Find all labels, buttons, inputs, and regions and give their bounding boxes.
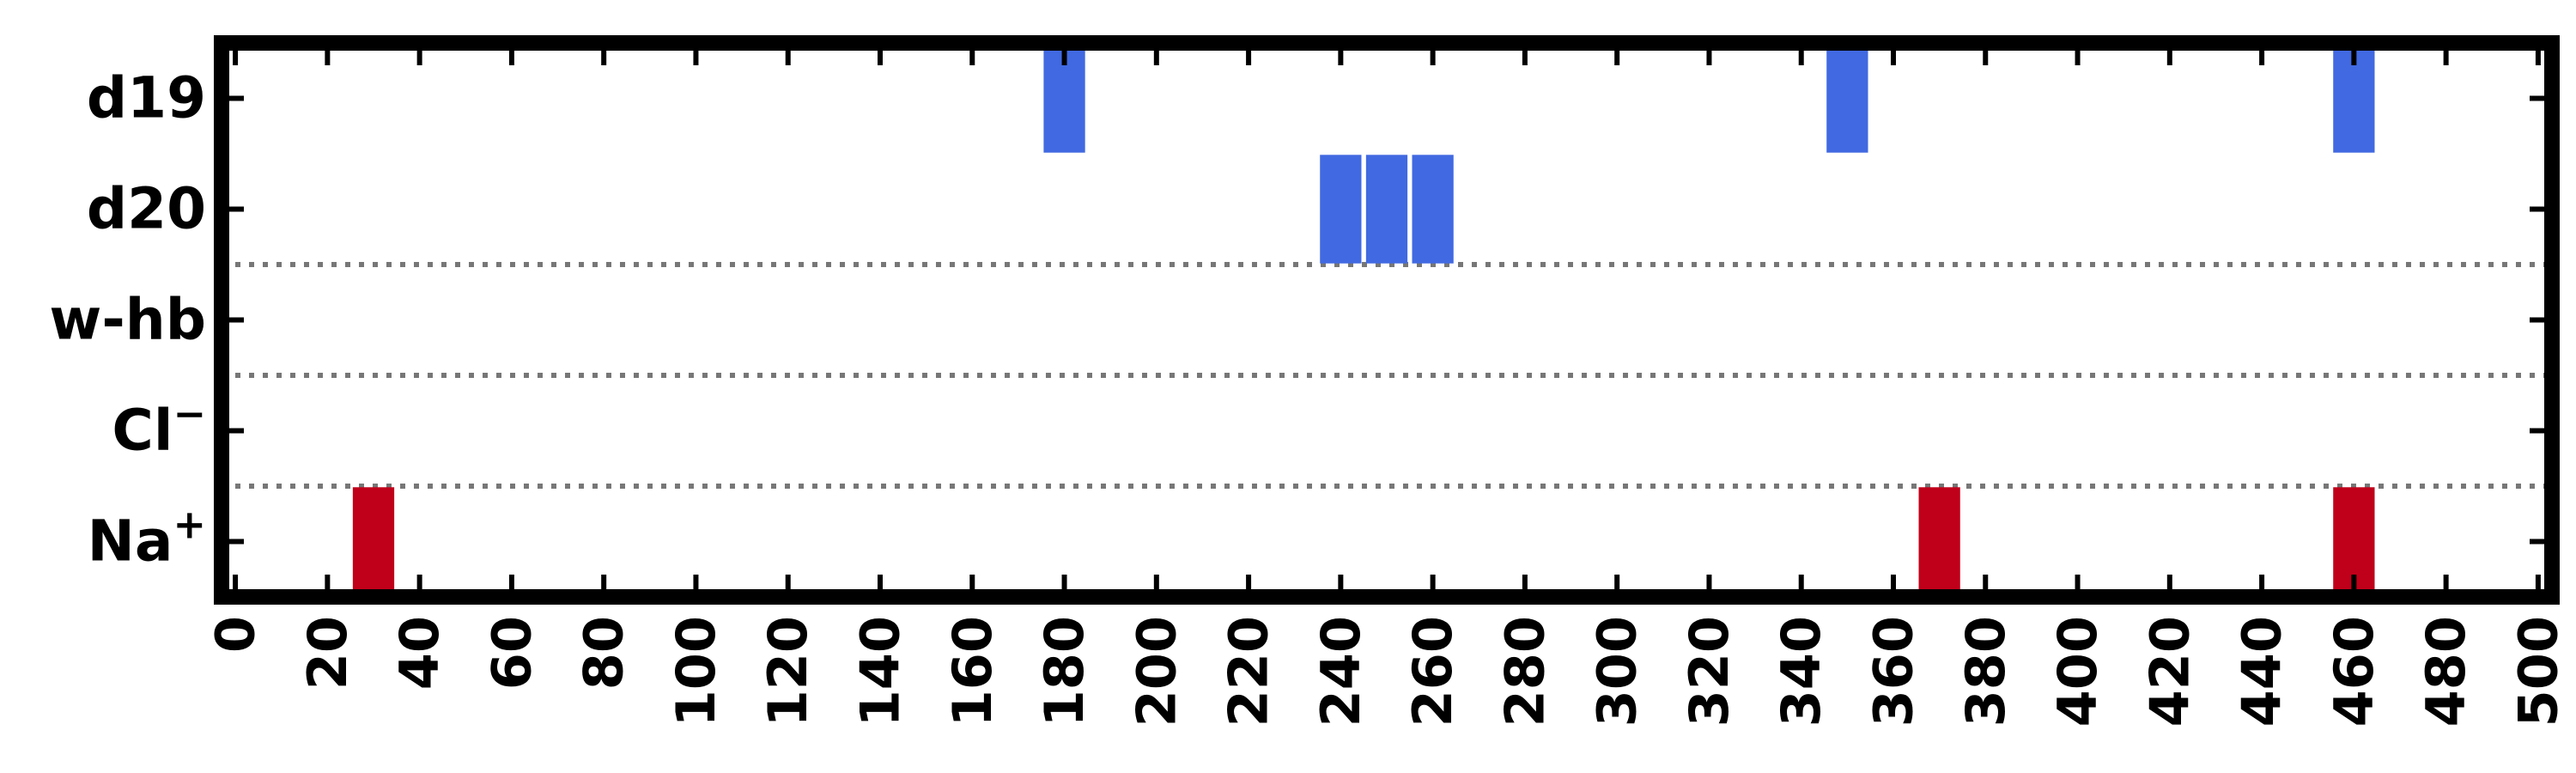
x-tick-label: 100 (665, 616, 727, 727)
y-tick-label: d20 (87, 176, 206, 242)
x-tick-label: 440 (2231, 616, 2293, 727)
event-bars (352, 44, 2375, 596)
x-tick-label: 220 (1218, 616, 1280, 727)
event-bar (1412, 155, 1454, 264)
x-tick-label: 280 (1493, 616, 1556, 727)
x-tick-label: 200 (1125, 616, 1188, 727)
x-tick-label: 80 (573, 616, 635, 690)
x-tick-label: 0 (204, 616, 267, 653)
x-tick-label: 20 (296, 616, 359, 690)
x-tick-label: 320 (1678, 616, 1741, 727)
x-tick-label: 160 (941, 616, 1004, 727)
x-tick-label: 500 (2506, 616, 2569, 727)
x-tick-label: 480 (2415, 616, 2477, 727)
y-tick-label: d19 (87, 65, 206, 131)
event-bar (1365, 155, 1408, 264)
event-bar (352, 487, 395, 596)
x-tick-label: 460 (2323, 616, 2385, 727)
x-tick-label: 260 (1401, 616, 1464, 727)
row-separators (222, 262, 2552, 489)
x-tick-label: 380 (1954, 616, 2017, 727)
x-tick-label: 140 (849, 616, 912, 727)
event-bar (1826, 44, 1868, 153)
y-tick-labels: d19 d20 w-hb Cl− Na+ (49, 65, 206, 575)
x-tick-label: 240 (1309, 616, 1372, 727)
x-tick-labels: 0 20 40 60 80 100 120 140 160 180 200 220 240 260 280 3… (204, 616, 2570, 727)
x-tick-label: 120 (756, 616, 819, 727)
y-tick-label: Cl− (112, 391, 206, 464)
x-tick-label: 360 (1862, 616, 1925, 727)
event-bar (1320, 155, 1362, 264)
x-tick-label: 180 (1033, 616, 1096, 727)
plot-frame (214, 35, 2560, 605)
x-tick-label: 420 (2138, 616, 2201, 727)
event-bar (1918, 487, 1960, 596)
y-tick-label: w-hb (49, 287, 206, 353)
x-tick-label: 400 (2046, 616, 2109, 727)
x-tick-label: 40 (388, 616, 451, 690)
x-tick-label: 340 (1770, 616, 1832, 727)
x-tick-label: 60 (480, 616, 543, 690)
x-tick-label: 300 (1586, 616, 1649, 727)
y-tick-label: Na+ (88, 502, 206, 575)
